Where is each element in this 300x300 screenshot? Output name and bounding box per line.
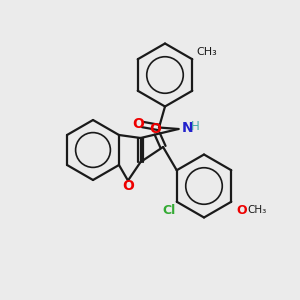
Text: Cl: Cl [163, 204, 176, 217]
Text: CH₃: CH₃ [196, 47, 217, 57]
Text: O: O [237, 204, 247, 217]
Text: N: N [182, 121, 193, 135]
Text: O: O [150, 122, 161, 136]
Text: CH₃: CH₃ [248, 205, 267, 215]
Text: H: H [191, 120, 200, 133]
Text: O: O [132, 118, 144, 131]
Text: O: O [122, 179, 134, 193]
